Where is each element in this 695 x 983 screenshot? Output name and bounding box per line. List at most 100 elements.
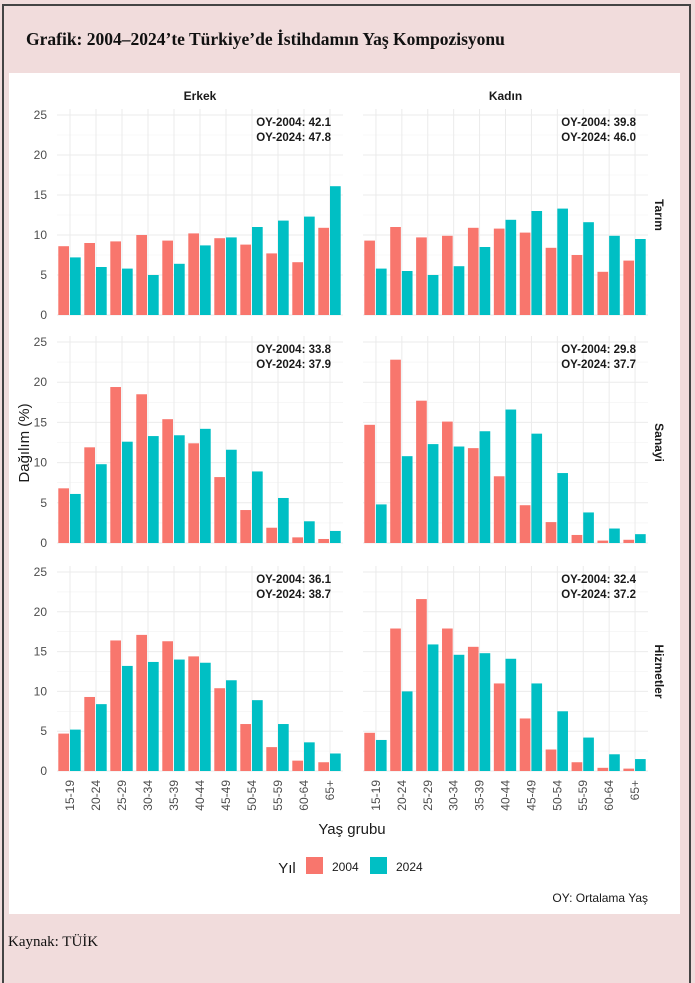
bar-tarim-kadin-2004-50-54 [545,247,557,315]
bar-tarim-kadin-2024-55-59 [583,222,594,315]
x-tick-label: 15-19 [369,780,383,811]
bar-tarim-erkek-2004-40-44 [188,233,199,315]
x-tick-label: 35-39 [473,780,487,811]
figure-frame [2,4,691,983]
row-strip-label: Sanayi [652,423,666,462]
bar-hizmetler-kadin-2004-40-44 [493,683,505,771]
x-tick-label: 40-44 [193,780,207,811]
x-tick-label: 35-39 [167,780,181,811]
bar-tarim-kadin-2024-30-34 [453,266,465,315]
mean-age-label: OY-2004: 32.4 [561,574,636,586]
bar-tarim-erkek-2004-15-19 [58,246,69,315]
bar-tarim-erkek-2024-15-19 [70,257,81,315]
bar-tarim-kadin-2024-45-49 [531,211,543,315]
bar-hizmetler-erkek-2004-20-24 [84,696,95,771]
bar-hizmetler-kadin-2004-30-34 [442,628,453,771]
bar-sanayi-erkek-2024-55-59 [278,497,289,543]
legend-label-2024: 2024 [396,860,423,874]
bar-sanayi-erkek-2024-50-54 [252,471,263,543]
bar-tarim-kadin-2004-55-59 [571,255,583,315]
bar-sanayi-kadin-2004-60-64 [597,540,609,543]
y-tick-label: 10 [34,684,48,698]
bar-hizmetler-erkek-2004-45-49 [214,688,225,771]
bar-sanayi-kadin-2024-50-54 [557,473,568,543]
bar-sanayi-erkek-2024-35-39 [174,435,185,543]
mean-age-label: OY-2004: 29.8 [561,344,636,356]
legend-label-2004: 2004 [332,860,359,874]
x-tick-label: 50-54 [245,780,259,811]
bar-hizmetler-kadin-2004-20-24 [390,628,401,771]
bar-sanayi-kadin-2024-40-44 [505,409,517,543]
x-tick-label: 65+ [323,780,337,800]
bar-hizmetler-kadin-2024-45-49 [531,683,543,771]
bar-sanayi-erkek-2024-25-29 [122,441,133,543]
bar-tarim-erkek-2004-55-59 [266,253,277,315]
mean-age-label: OY-2004: 33.8 [256,344,331,356]
bar-hizmetler-erkek-2024-35-39 [174,659,185,771]
y-tick-label: 25 [34,335,48,349]
bar-tarim-kadin-2004-30-34 [442,235,453,315]
bar-hizmetler-erkek-2024-20-24 [96,704,107,771]
mean-age-label: OY-2024: 38.7 [256,589,331,601]
bar-hizmetler-erkek-2004-65+ [318,762,329,771]
bar-hizmetler-kadin-2004-35-39 [467,646,479,771]
bar-sanayi-kadin-2024-60-64 [609,528,620,543]
y-tick-label: 0 [40,308,47,322]
bar-tarim-erkek-2004-65+ [318,227,329,315]
bar-tarim-erkek-2004-25-29 [110,241,121,315]
source-note: Kaynak: TÜİK [8,934,99,950]
bar-tarim-erkek-2024-65+ [330,186,341,315]
abbreviation-note: OY: Ortalama Yaş [552,891,648,905]
bar-tarim-erkek-2024-60-64 [304,216,315,315]
y-tick-label: 10 [34,456,48,470]
row-strip-label: Hizmetler [652,644,666,698]
bar-tarim-kadin-2024-40-44 [505,219,517,315]
y-tick-label: 10 [34,228,48,242]
bar-hizmetler-kadin-2004-50-54 [545,749,557,771]
bar-tarim-kadin-2004-15-19 [364,240,375,315]
x-tick-label: 15-19 [63,780,77,811]
y-axis-title: Dağılım (%) [16,403,33,482]
bar-tarim-kadin-2004-25-29 [416,237,427,315]
bar-hizmetler-kadin-2004-55-59 [571,762,583,771]
bar-tarim-kadin-2024-20-24 [401,271,413,315]
bar-tarim-erkek-2004-60-64 [292,262,303,315]
column-strip-label: Kadın [489,89,522,103]
bar-hizmetler-erkek-2004-25-29 [110,640,121,771]
x-tick-label: 45-49 [219,780,233,811]
mean-age-label: OY-2004: 42.1 [256,117,331,129]
bar-hizmetler-erkek-2024-15-19 [70,729,81,771]
bar-sanayi-kadin-2004-35-39 [467,448,479,543]
bar-tarim-kadin-2004-45-49 [519,232,531,315]
bar-sanayi-erkek-2024-40-44 [200,428,211,543]
x-tick-label: 30-34 [447,780,461,811]
bar-sanayi-kadin-2004-30-34 [442,421,453,543]
bar-hizmetler-erkek-2024-55-59 [278,724,289,771]
bar-tarim-erkek-2004-50-54 [240,244,251,315]
bar-tarim-kadin-2024-50-54 [557,208,568,315]
bar-sanayi-kadin-2004-50-54 [545,522,557,543]
bar-hizmetler-erkek-2004-30-34 [136,634,147,771]
bar-tarim-kadin-2024-25-29 [427,275,439,315]
x-tick-label: 25-29 [421,780,435,811]
y-tick-label: 5 [40,268,47,282]
bar-sanayi-erkek-2004-65+ [318,538,329,543]
bar-sanayi-kadin-2024-25-29 [427,444,439,543]
y-tick-label: 15 [34,645,48,659]
y-tick-label: 25 [34,565,48,579]
x-tick-label: 45-49 [524,780,538,811]
bar-hizmetler-kadin-2024-60-64 [609,754,620,771]
x-axis-title: Yaş grubu [318,821,385,838]
bar-tarim-kadin-2024-35-39 [479,247,491,315]
bar-sanayi-erkek-2004-55-59 [266,527,277,543]
bar-tarim-erkek-2024-40-44 [200,245,211,315]
bar-sanayi-erkek-2004-60-64 [292,537,303,543]
mean-age-label: OY-2004: 39.8 [561,117,636,129]
bar-hizmetler-erkek-2004-60-64 [292,760,303,771]
x-tick-label: 20-24 [395,780,409,811]
legend-swatch-2024 [370,857,387,874]
bar-sanayi-kadin-2004-25-29 [416,400,427,543]
bar-hizmetler-kadin-2024-20-24 [401,691,413,771]
bar-tarim-erkek-2004-20-24 [84,243,95,315]
